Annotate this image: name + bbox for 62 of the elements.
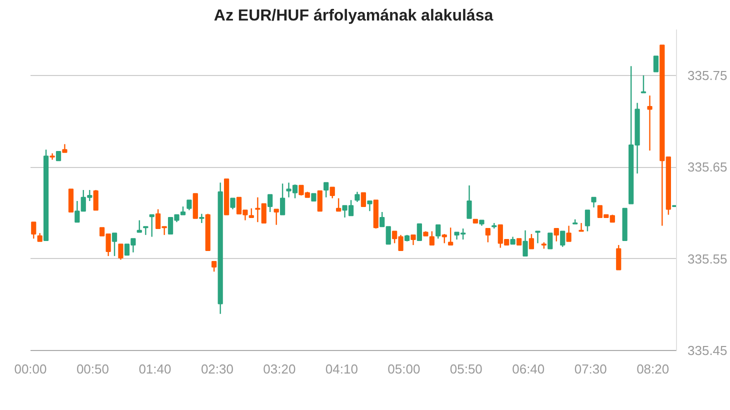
candlestick <box>466 184 472 220</box>
candlestick <box>584 210 590 232</box>
x-tick-label: 06:40 <box>512 362 545 376</box>
y-tick-label: 335.75 <box>688 68 728 83</box>
candlestick <box>336 198 342 212</box>
candlestick <box>56 150 62 162</box>
candlestick <box>436 224 441 240</box>
candlestick <box>68 188 74 213</box>
candlestick <box>136 220 142 233</box>
candlestick <box>93 189 98 211</box>
candlestick <box>199 213 204 224</box>
x-tick-label: 00:50 <box>76 362 110 376</box>
x-tick-label: 05:50 <box>450 362 482 376</box>
x-tick-label: 00:00 <box>14 362 47 376</box>
candlestick <box>647 94 652 152</box>
candlestick <box>548 232 553 250</box>
candlestick <box>578 222 584 232</box>
candlestick <box>616 244 622 270</box>
candlestick <box>324 182 329 198</box>
candlestick <box>591 196 596 208</box>
candlestick <box>535 230 540 244</box>
y-tick-label: 335.55 <box>688 251 728 266</box>
x-tick-label: 08:20 <box>636 362 670 376</box>
candlestick <box>653 56 659 72</box>
candlestick <box>118 244 124 260</box>
candlestick <box>354 191 360 203</box>
candlestick <box>640 74 646 94</box>
chart-title: Az EUR/HUF árfolyamának alakulása <box>214 8 494 24</box>
candlestick <box>317 190 322 212</box>
x-tick-label: 07:30 <box>574 362 607 376</box>
candlestick <box>330 186 335 199</box>
candlestick <box>149 214 154 238</box>
candlestick <box>31 222 36 240</box>
candlestick <box>143 226 148 236</box>
candlestick <box>448 227 454 246</box>
candlestick <box>360 192 366 208</box>
candlestick <box>566 225 572 242</box>
candlestick <box>230 198 236 210</box>
x-tick-label: 01:40 <box>138 362 172 376</box>
x-tick-label: 04:10 <box>325 362 358 376</box>
candlestick <box>442 233 447 244</box>
candlestick <box>112 232 118 257</box>
candlestick <box>410 234 416 246</box>
candlestick <box>485 228 490 243</box>
candlestick <box>186 199 192 211</box>
candlestick <box>560 230 566 248</box>
x-tick-label: 05:00 <box>388 362 420 376</box>
x-tick-label: 02:30 <box>200 362 234 376</box>
candlestick <box>274 208 279 226</box>
candlestick <box>528 233 534 250</box>
x-tick-label: 03:20 <box>263 362 296 376</box>
candlestick <box>416 223 422 241</box>
candlestick <box>248 208 254 218</box>
y-tick-label: 335.45 <box>688 343 728 358</box>
candlestick <box>268 194 273 213</box>
candlestick <box>429 230 434 246</box>
candlestick <box>522 230 528 257</box>
candlestick <box>367 200 372 212</box>
candlestick <box>554 228 559 242</box>
y-tick-label: 335.65 <box>688 160 728 175</box>
candlestick <box>280 182 286 216</box>
candlestick <box>212 260 217 272</box>
